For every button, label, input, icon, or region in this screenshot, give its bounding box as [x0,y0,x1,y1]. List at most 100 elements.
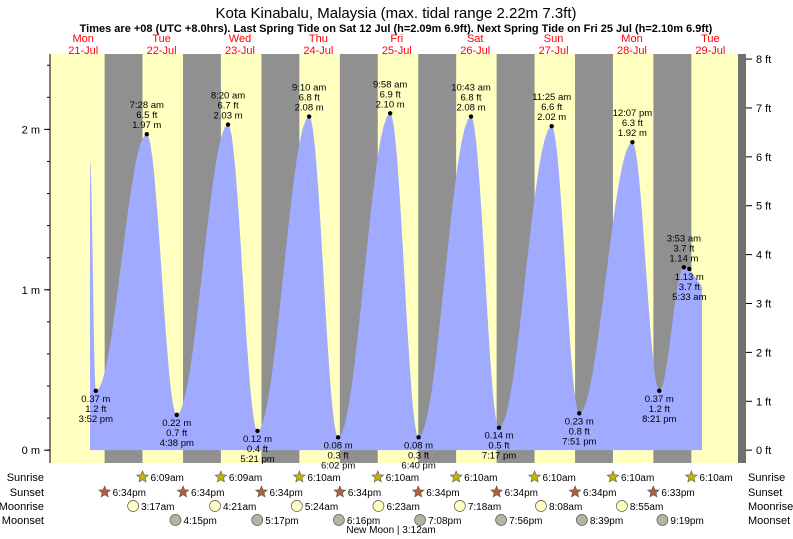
sunrise-time: 6:09am [229,473,262,484]
moonrise-row-label: Moonrise [0,501,44,513]
day-name: Tue [701,33,720,45]
tide-label: 0.14 m [484,431,513,442]
moonrise-time: 8:55am [630,502,663,513]
tide-label: 0.37 m [645,394,674,405]
sunset-time: 6:34pm [191,488,224,499]
tide-point [306,114,312,119]
day-date: 28-Jul [617,45,647,57]
right-tick-label: 2 ft [756,347,771,359]
day-date: 25-Jul [382,45,412,57]
tide-label: 0.5 ft [488,441,509,452]
tide-label: 3:53 am [667,233,701,244]
moonset-icon [576,514,588,526]
moonrise-time: 4:21am [223,502,256,513]
tide-label: 0.12 m [243,434,272,445]
right-tick-label: 3 ft [756,299,771,311]
tide-point [549,123,554,129]
moonset-row-label-right: Moonset [748,515,790,527]
sunset-icon [568,485,582,498]
day-name: Tue [152,33,171,45]
sunset-icon [646,485,660,498]
tide-label: 0.22 m [162,418,191,429]
tide-point [174,412,179,418]
tide-markers: 0.37 m1.2 ft3:52 pm7:28 am6.5 ft1.97 m0.… [79,79,707,471]
sunset-icon [254,485,268,498]
sunset-icon [333,485,347,498]
tide-point [577,411,582,416]
tide-point [387,111,393,116]
tide-label: 6.8 ft [460,93,481,104]
moonset-time: 7:08pm [428,516,461,527]
tide-label: 9:58 am [373,79,407,90]
day-date: 29-Jul [695,45,725,57]
moonset-icon [251,514,264,526]
sunset-time: 6:34pm [348,488,381,499]
moonrise-row-label-right: Moonrise [748,501,793,513]
tide-label: 3.7 ft [679,282,700,293]
tide-label: 6.5 ft [136,110,157,121]
tide-label: 7:51 pm [562,436,596,447]
tide-label: 0.23 m [565,416,594,427]
moonset-row-label: Moonset [2,515,44,527]
day-name: Mon [621,33,642,45]
moonset-icon [169,514,182,526]
tide-label: 1.13 m [675,272,704,283]
tide-point [687,266,692,272]
tide-label: 2.08 m [295,103,324,114]
moonset-time: 7:56pm [509,516,542,527]
moonrise-time: 7:18am [468,502,501,513]
day-date: 27-Jul [539,45,569,57]
sunrise-time: 6:10am [543,473,576,484]
day-name: Mon [72,33,93,45]
chart-title: Kota Kinabalu, Malaysia (max. tidal rang… [215,5,576,22]
tide-point [630,140,635,145]
day-labels: Mon21-JulTue22-JulWed23-JulThu24-JulFri2… [68,33,725,57]
sunrise-icon [136,470,149,483]
tide-label: 3.7 ft [673,243,694,254]
tide-label: 1.14 m [669,253,698,264]
tide-label: 0.37 m [81,394,110,405]
sunrise-time: 6:10am [307,473,340,484]
tide-label: 0.3 ft [328,450,349,461]
tide-label: 11:25 am [532,92,571,103]
day-name: Sat [467,33,484,45]
moonrise-icon [453,500,466,512]
sunrise-icon [371,470,385,483]
tide-label: 8:20 am [211,91,245,102]
tide-label: 6.9 ft [380,89,401,100]
moonset-time: 5:17pm [265,516,298,527]
moonrise-time: 5:24am [305,502,338,513]
right-tick-label: 0 ft [756,445,771,457]
moonset-icon [414,514,426,526]
day-date: 26-Jul [460,45,490,57]
moonset-icon [495,514,507,526]
tide-label: 9:10 am [292,83,326,94]
sunset-icon [411,485,425,498]
tide-label: 5:33 am [672,292,706,303]
sunset-time: 6:34pm [583,488,616,499]
moonset-time: 4:15pm [183,516,216,527]
sunrise-icon [684,470,698,483]
tide-point [496,425,502,430]
sunset-row-label: Sunset [10,487,44,499]
tide-label: 5:21 pm [240,454,274,465]
sunset-row-label-right: Sunset [748,487,782,499]
sun-moon-events: Sunrise Sunrise 6:09am 6:09am 6:10am 6:10am 6:… [0,470,793,527]
moonrise-time: 3:17am [141,502,174,513]
tide-label: 8:21 pm [642,414,676,425]
tide-label: 6:40 pm [401,460,435,471]
sunrise-icon [528,470,542,483]
left-tick-label: 2 m [22,124,40,136]
tide-point [144,131,149,137]
day-date: 24-Jul [303,45,333,57]
moonrise-icon [535,500,547,512]
tide-label: 2.02 m [537,112,566,123]
sunrise-time: 6:10am [621,473,654,484]
tide-point [657,388,662,394]
right-tick-label: 1 ft [756,396,771,408]
left-tick-label: 1 m [22,285,40,297]
right-tick-label: 4 ft [756,250,771,262]
moonset-time: 6:16pm [347,516,380,527]
tide-point [416,435,421,440]
